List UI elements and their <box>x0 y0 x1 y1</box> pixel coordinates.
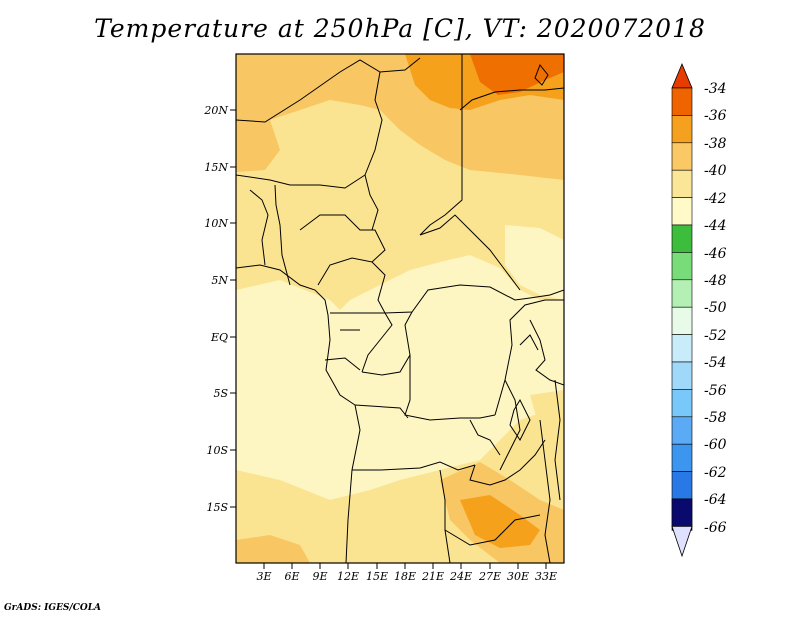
colorbar-label: -58 <box>704 410 727 426</box>
lon-tick-label: 21E <box>421 570 444 583</box>
colorbar-label: -40 <box>704 163 727 179</box>
colorbar-segment <box>671 142 693 171</box>
colorbar-segment <box>671 306 693 335</box>
colorbar-segment <box>671 224 693 253</box>
colorbar-label: -64 <box>704 492 727 508</box>
footer-credit: GrADS: IGES/COLA <box>4 603 102 613</box>
colorbar-label: -62 <box>704 465 727 481</box>
lon-tick-label: 18E <box>394 570 416 583</box>
lat-tick-label: 20N <box>203 104 228 117</box>
colorbar-label: -56 <box>704 383 727 399</box>
lon-tick-label: 30E <box>507 570 529 583</box>
lon-tick-label: 27E <box>478 570 501 583</box>
colorbar-label: -46 <box>704 246 727 262</box>
lon-tick-label: 24E <box>449 570 472 583</box>
map-title: Temperature at 250hPa [C], VT: 202007201… <box>94 14 706 43</box>
colorbar-segment <box>671 169 693 198</box>
colorbar-segment <box>671 334 693 363</box>
colorbar-segment <box>671 443 693 472</box>
colorbar-segment <box>671 361 693 390</box>
colorbar-top-arrow <box>671 62 693 89</box>
colorbar-label: -38 <box>704 136 727 152</box>
colorbar-label: -54 <box>704 355 727 371</box>
colorbar-label: -60 <box>704 437 727 453</box>
colorbar-label: -44 <box>704 218 727 234</box>
temperature-shading <box>236 54 564 563</box>
colorbar-segment <box>671 416 693 445</box>
lat-tick-label: 10N <box>204 217 228 230</box>
latitude-axis: 20N 15N 10N 5N EQ 5S 10S 15S <box>203 104 236 514</box>
lat-tick-label: 15N <box>204 161 228 174</box>
lat-tick-label: 5S <box>213 387 228 400</box>
country-borders <box>236 54 564 563</box>
colorbar-label: -66 <box>704 520 727 536</box>
colorbar-segment <box>671 87 693 116</box>
colorbar-label: -50 <box>704 300 727 316</box>
map-frame-border <box>235 53 565 564</box>
lat-tick-label: 10S <box>206 444 228 457</box>
colorbar-label: -48 <box>704 273 727 289</box>
colorbar: -34 -36 -38 -40 -42 -44 -46 -48 -50 -52 … <box>671 62 727 558</box>
colorbar-segment <box>671 498 693 527</box>
lat-tick-label: EQ <box>210 331 228 344</box>
colorbar-segment <box>671 279 693 308</box>
colorbar-bottom-arrow <box>671 526 693 558</box>
longitude-axis: 3E 6E 9E 12E 15E 18E 21E 24E 27E 30E 33E <box>256 563 557 583</box>
lat-tick-label: 15S <box>206 501 228 514</box>
colorbar-label: -36 <box>704 108 727 124</box>
colorbar-segment <box>671 197 693 226</box>
lat-tick-label: 5N <box>211 274 228 287</box>
lon-tick-label: 15E <box>366 570 388 583</box>
lon-tick-label: 12E <box>337 570 359 583</box>
lon-tick-label: 3E <box>256 570 271 583</box>
colorbar-segment <box>671 252 693 281</box>
colorbar-label: -34 <box>704 81 727 97</box>
lon-tick-label: 6E <box>284 570 299 583</box>
lon-tick-label: 9E <box>312 570 327 583</box>
colorbar-segment <box>671 389 693 418</box>
lon-tick-label: 33E <box>535 570 557 583</box>
colorbar-segment <box>671 471 693 500</box>
colorbar-label: -42 <box>704 191 727 207</box>
colorbar-label: -52 <box>704 328 727 344</box>
colorbar-segment <box>671 115 693 144</box>
